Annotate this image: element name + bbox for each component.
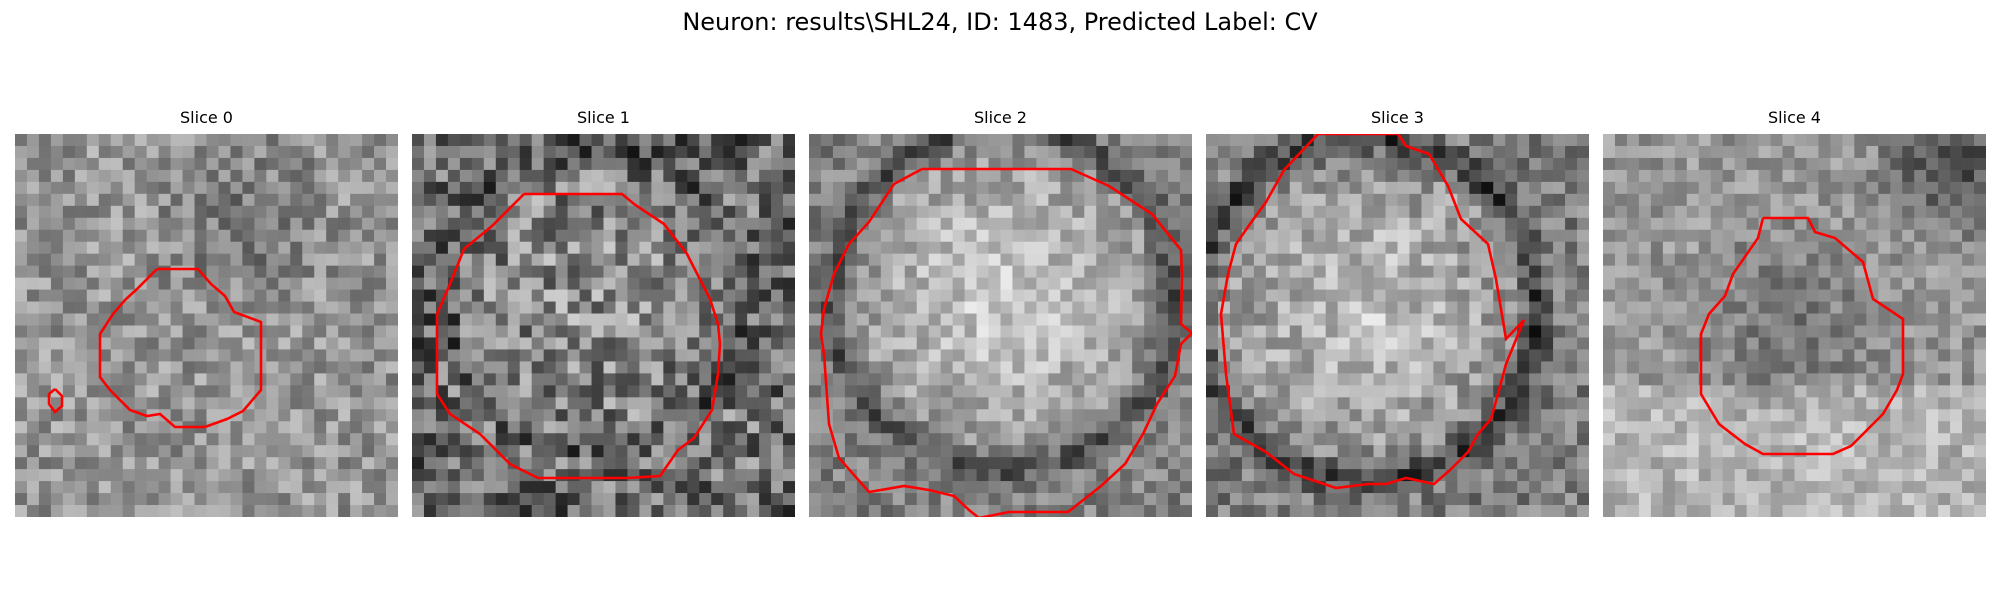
slice-image-4	[1603, 134, 1986, 517]
slice-image-1	[412, 134, 795, 517]
slice-contours-4	[1699, 216, 1905, 456]
slice-contours-1	[435, 192, 722, 480]
slice-panel-1: Slice 1	[412, 108, 795, 517]
slice-contours-3	[1219, 134, 1526, 490]
slice-pixels-2	[809, 134, 1192, 517]
slice-image-3	[1206, 134, 1589, 517]
contour-0-1	[47, 388, 64, 414]
contour-4-0	[1699, 216, 1905, 456]
contour-3-0	[1219, 134, 1526, 490]
slice-contours-0	[47, 267, 263, 429]
slice-image-2	[809, 134, 1192, 517]
slice-panel-3: Slice 3	[1206, 108, 1589, 517]
slice-pixels-1	[412, 134, 795, 517]
slice-title-3: Slice 3	[1371, 108, 1424, 127]
contour-1-0	[435, 192, 722, 480]
contour-2-0	[819, 167, 1192, 517]
slice-title-2: Slice 2	[974, 108, 1027, 127]
slice-pixels-4	[1603, 134, 1986, 517]
slice-contours-2	[819, 167, 1192, 517]
slice-pixels-3	[1206, 134, 1589, 517]
slice-panel-2: Slice 2	[809, 108, 1192, 517]
slice-panel-0: Slice 0	[15, 108, 398, 517]
figure-title: Neuron: results\SHL24, ID: 1483, Predict…	[682, 8, 1318, 36]
slice-pixels-0	[15, 134, 398, 517]
contour-0-0	[98, 267, 263, 429]
slice-title-1: Slice 1	[577, 108, 630, 127]
slice-title-4: Slice 4	[1768, 108, 1821, 127]
slice-title-0: Slice 0	[180, 108, 233, 127]
slice-image-0	[15, 134, 398, 517]
slice-panel-4: Slice 4	[1603, 108, 1986, 517]
